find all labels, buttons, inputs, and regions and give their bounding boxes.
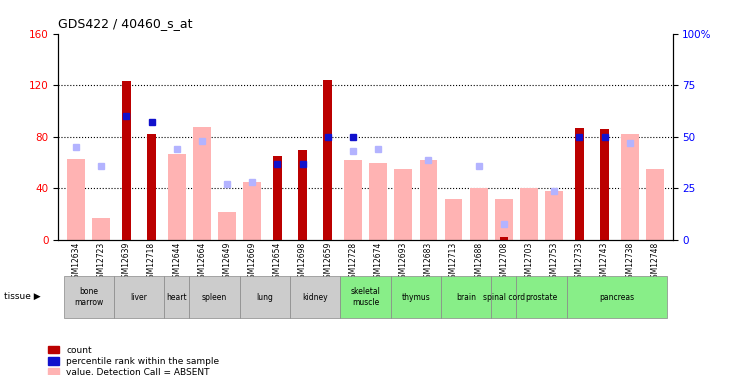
Text: heart: heart <box>167 292 187 302</box>
Bar <box>369 163 387 240</box>
Text: liver: liver <box>131 292 148 302</box>
FancyBboxPatch shape <box>114 276 164 318</box>
Bar <box>545 191 563 240</box>
Text: pancreas: pancreas <box>599 292 635 302</box>
Text: tissue ▶: tissue ▶ <box>4 292 40 301</box>
Text: skeletal
muscle: skeletal muscle <box>351 288 380 307</box>
FancyBboxPatch shape <box>567 276 667 318</box>
Bar <box>420 160 437 240</box>
FancyBboxPatch shape <box>517 276 567 318</box>
Bar <box>344 160 362 240</box>
Bar <box>575 128 584 240</box>
FancyBboxPatch shape <box>441 276 491 318</box>
Bar <box>122 81 131 240</box>
Bar <box>273 156 282 240</box>
FancyBboxPatch shape <box>341 276 390 318</box>
Bar <box>495 199 512 240</box>
FancyBboxPatch shape <box>390 276 441 318</box>
Text: bone
marrow: bone marrow <box>74 288 103 307</box>
FancyBboxPatch shape <box>491 276 517 318</box>
Bar <box>92 218 110 240</box>
FancyBboxPatch shape <box>189 276 240 318</box>
FancyBboxPatch shape <box>290 276 341 318</box>
Bar <box>444 199 463 240</box>
Bar <box>219 211 236 240</box>
Bar <box>646 169 664 240</box>
Text: lung: lung <box>257 292 273 302</box>
Text: thymus: thymus <box>401 292 431 302</box>
FancyBboxPatch shape <box>240 276 290 318</box>
Bar <box>243 182 261 240</box>
Text: spleen: spleen <box>202 292 227 302</box>
Bar <box>168 154 186 240</box>
Text: prostate: prostate <box>526 292 558 302</box>
Bar <box>600 129 609 240</box>
Bar <box>470 188 488 240</box>
Bar <box>395 169 412 240</box>
Bar <box>520 188 538 240</box>
Bar <box>621 134 639 240</box>
Bar <box>298 150 307 240</box>
Bar <box>147 134 156 240</box>
Text: GDS422 / 40460_s_at: GDS422 / 40460_s_at <box>58 18 193 30</box>
Bar <box>499 237 508 240</box>
FancyBboxPatch shape <box>164 276 189 318</box>
Text: kidney: kidney <box>303 292 328 302</box>
Text: brain: brain <box>456 292 476 302</box>
Bar <box>323 80 332 240</box>
Legend: count, percentile rank within the sample, value, Detection Call = ABSENT, rank, : count, percentile rank within the sample… <box>48 346 219 375</box>
FancyBboxPatch shape <box>64 276 114 318</box>
Bar <box>193 127 211 240</box>
Bar <box>67 159 85 240</box>
Text: spinal cord: spinal cord <box>483 292 525 302</box>
